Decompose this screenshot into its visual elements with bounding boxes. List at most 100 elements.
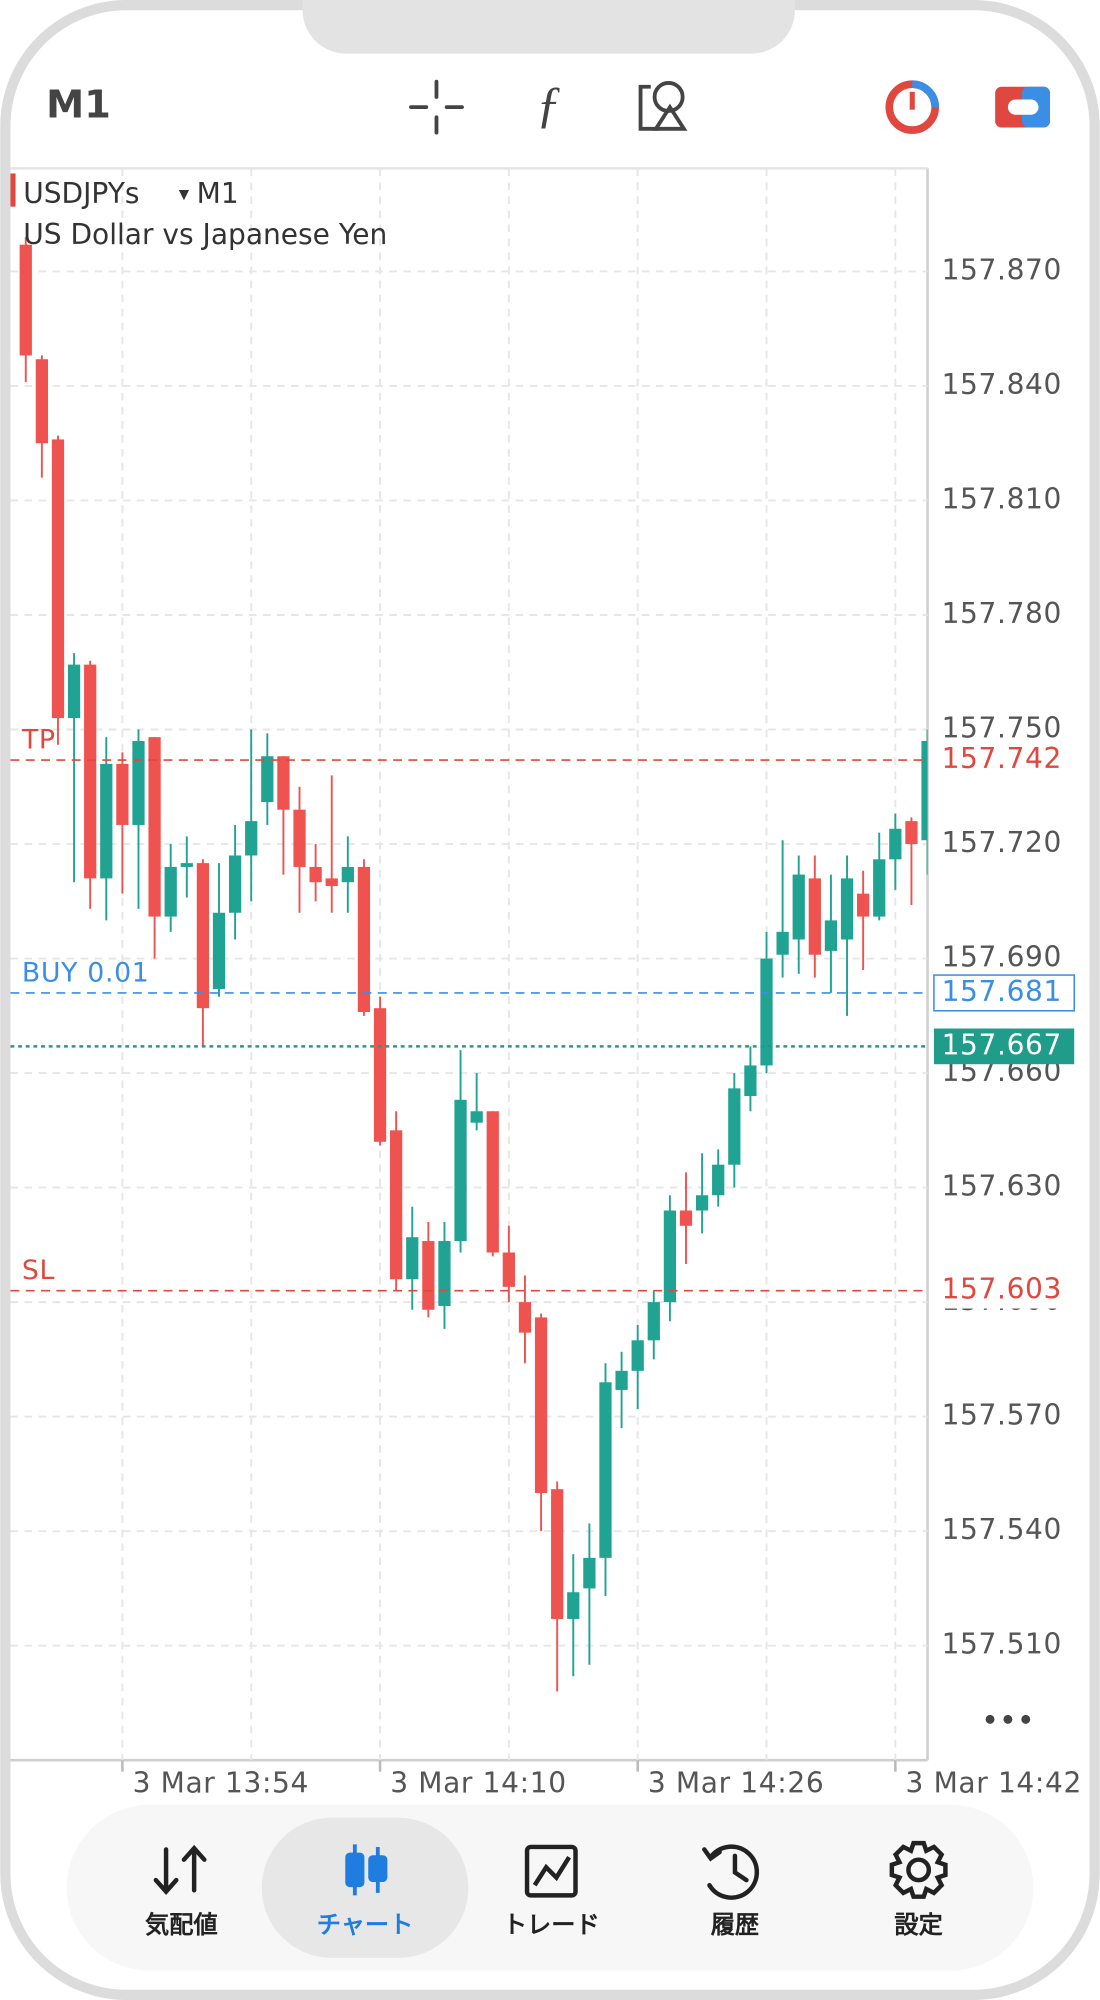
candle-body xyxy=(341,866,354,883)
timeframe-button[interactable]: M1 xyxy=(46,83,111,128)
bid-label-bg xyxy=(933,1028,1075,1065)
candle-body xyxy=(100,763,113,879)
candle-body xyxy=(663,1210,677,1303)
candle-body xyxy=(728,1088,741,1165)
bid-value: 157.667 xyxy=(942,1028,1062,1061)
chart-icon[interactable] xyxy=(345,1844,388,1896)
indicators-icon[interactable]: ƒ xyxy=(536,77,562,133)
candle-body xyxy=(277,756,290,810)
candle-body xyxy=(470,1111,483,1123)
trade-nav-icon[interactable] xyxy=(524,1844,578,1898)
candle-body xyxy=(67,664,81,719)
x-tick-label: 3 Mar 13:54 xyxy=(133,1766,309,1799)
candle-body xyxy=(373,1008,387,1142)
candle-body xyxy=(599,1382,612,1558)
price-line-name: TP xyxy=(21,724,56,755)
symbol-description: US Dollar vs Japanese Yen xyxy=(23,218,387,251)
candle-body xyxy=(615,1370,628,1390)
y-tick-label: 157.690 xyxy=(942,941,1062,974)
nav-bar xyxy=(66,1804,1034,1971)
nav-label[interactable]: チャート xyxy=(317,1911,414,1939)
candle-body xyxy=(132,740,145,825)
candle-body xyxy=(51,439,65,719)
candle-body xyxy=(921,740,928,841)
candle-body xyxy=(325,878,338,887)
candle-body xyxy=(631,1340,644,1371)
y-tick-label: 157.780 xyxy=(942,597,1062,630)
price-lines: TP 157.742 BUY 0.01 157.681 SL 157.603 157.667 xyxy=(10,724,1075,1309)
y-tick-label: 157.840 xyxy=(942,368,1062,401)
symbol-dropdown-icon[interactable] xyxy=(178,190,190,201)
candle-body xyxy=(309,866,322,883)
y-tick-label: 157.810 xyxy=(942,482,1062,515)
price-line-value: 157.742 xyxy=(942,742,1062,775)
nav-active-pill xyxy=(261,1817,469,1958)
objects-icon[interactable] xyxy=(638,80,688,131)
x-tick-label: 3 Mar 14:10 xyxy=(390,1766,566,1799)
candles xyxy=(19,237,928,1692)
candle-body xyxy=(534,1317,548,1493)
nav-label[interactable]: 気配値 xyxy=(145,1911,218,1939)
candle-body xyxy=(19,244,32,356)
candle-body xyxy=(808,878,821,955)
symbol[interactable]: USDJPYs xyxy=(23,177,139,210)
candle-body xyxy=(518,1302,532,1333)
candle-body xyxy=(357,866,371,1013)
notch xyxy=(302,0,795,54)
candle-body xyxy=(422,1241,435,1310)
crosshair-icon[interactable] xyxy=(409,79,464,135)
candle-body xyxy=(148,737,161,917)
y-tick-label: 157.870 xyxy=(942,253,1062,286)
candle-body xyxy=(776,931,789,955)
candle-body xyxy=(180,863,193,867)
candle-body xyxy=(760,958,773,1066)
candle-body xyxy=(583,1557,596,1589)
candle-body xyxy=(647,1302,660,1341)
candle-body xyxy=(245,821,258,856)
quotes-icon[interactable] xyxy=(153,1844,207,1895)
price-line-name: SL xyxy=(22,1255,55,1286)
nav-items: 気配値 チャート トレード 履歴 設定 xyxy=(145,1840,948,1939)
price-line-label-bg xyxy=(933,742,1075,778)
price-line-label-bg xyxy=(933,974,1075,1012)
y-tick-label: 157.570 xyxy=(942,1399,1062,1432)
axes: 157.510157.540157.570157.600157.630157.6… xyxy=(121,253,1081,1799)
candle-body xyxy=(744,1065,757,1096)
price-line-label-bg xyxy=(933,1272,1075,1309)
nav-label[interactable]: 設定 xyxy=(894,1911,942,1939)
candle-body xyxy=(502,1252,515,1287)
nav-label[interactable]: トレード xyxy=(503,1911,600,1939)
candle-body xyxy=(889,828,902,860)
candle-body xyxy=(792,874,805,940)
candle-body xyxy=(454,1099,467,1242)
candle-body xyxy=(824,920,838,951)
y-tick-label: 157.510 xyxy=(942,1628,1062,1661)
candle-body xyxy=(228,855,242,913)
settings-icon[interactable] xyxy=(889,1840,948,1899)
price-line-value: 157.603 xyxy=(942,1273,1062,1306)
nav-label[interactable]: 履歴 xyxy=(711,1911,759,1939)
candle-body xyxy=(212,912,226,990)
candle-body xyxy=(873,859,886,917)
y-tick-label: 157.750 xyxy=(942,712,1062,745)
y-tick-label: 157.720 xyxy=(942,826,1062,859)
candle-body xyxy=(261,756,274,803)
candle-body xyxy=(679,1210,693,1226)
candle-body xyxy=(390,1130,403,1280)
trade-icon[interactable] xyxy=(995,86,1050,128)
candle-body xyxy=(164,866,177,917)
candle-body xyxy=(116,763,129,825)
price-line-value: 157.681 xyxy=(942,975,1062,1008)
candle-body xyxy=(438,1241,451,1306)
candle-body xyxy=(857,893,870,917)
history-icon[interactable] xyxy=(702,1844,760,1900)
one-click-icon[interactable] xyxy=(885,80,940,134)
candle-body xyxy=(406,1237,419,1280)
candle-body xyxy=(712,1164,725,1196)
candle-body xyxy=(486,1111,499,1253)
more-menu[interactable] xyxy=(985,1714,1031,1724)
price-line-name: BUY 0.01 xyxy=(22,957,150,988)
plot-area xyxy=(10,167,929,1762)
